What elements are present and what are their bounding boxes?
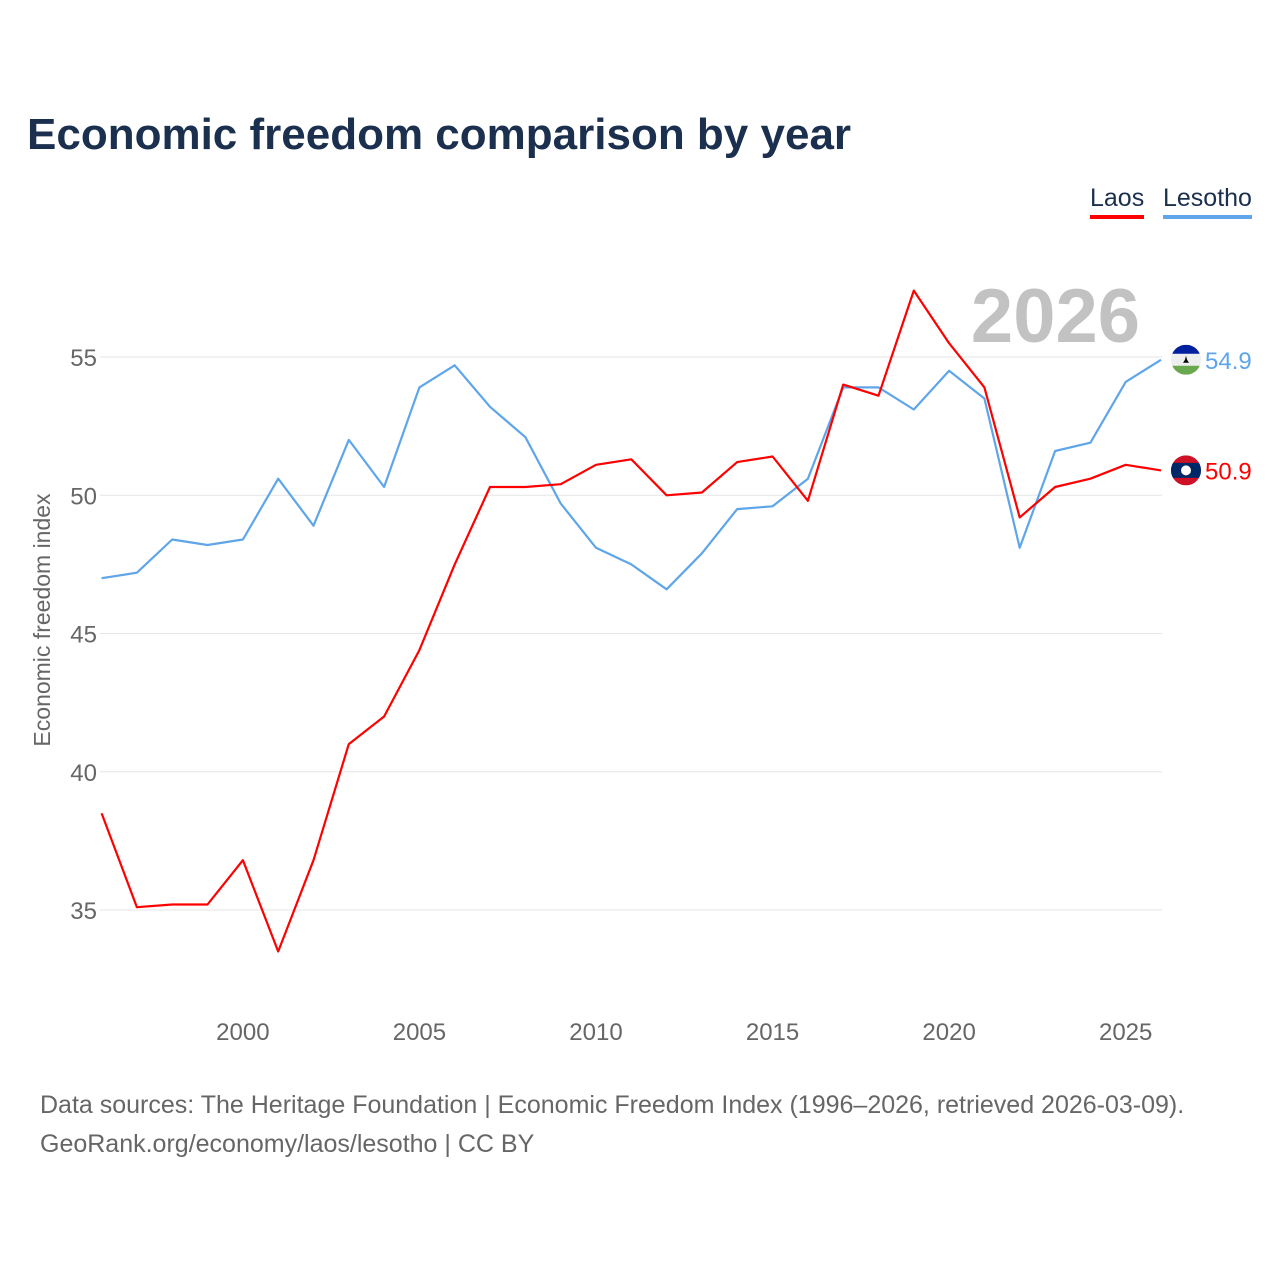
source-line-1: Data sources: The Heritage Foundation | … (40, 1091, 1185, 1119)
data-point-laos (134, 904, 140, 910)
data-point-laos (522, 484, 528, 490)
data-point-laos (1087, 476, 1093, 482)
data-point-laos (734, 459, 740, 465)
data-point-lesotho (240, 536, 246, 542)
data-point-lesotho (1087, 440, 1093, 446)
y-tick-label: 35 (70, 898, 97, 925)
data-point-lesotho (487, 404, 493, 410)
data-point-lesotho (734, 506, 740, 512)
y-tick-label: 45 (70, 622, 97, 649)
data-point-lesotho (699, 550, 705, 556)
laos-flag-icon (1171, 455, 1201, 486)
x-tick-label: 2005 (393, 1019, 446, 1046)
data-point-laos (99, 810, 105, 816)
x-tick-label: 2020 (922, 1019, 975, 1046)
y-axis-label: Economic freedom index (29, 493, 55, 747)
data-point-laos (310, 857, 316, 863)
source-note: Data sources: The Heritage Foundation | … (40, 1086, 1184, 1164)
legend-lesotho[interactable]: Lesotho (1163, 184, 1252, 219)
data-point-lesotho (1123, 379, 1129, 385)
data-point-laos (664, 492, 670, 498)
flag-body (1171, 344, 1201, 375)
year-watermark: 2026 (971, 274, 1140, 359)
flag-green (1171, 365, 1201, 375)
data-point-laos (169, 901, 175, 907)
data-point-laos (346, 741, 352, 747)
data-point-laos (275, 948, 281, 954)
data-point-lesotho (946, 368, 952, 374)
data-point-lesotho (134, 570, 140, 576)
data-point-lesotho (275, 476, 281, 482)
data-point-lesotho (770, 503, 776, 509)
data-point-lesotho (452, 362, 458, 368)
x-tick-label: 2010 (569, 1019, 622, 1046)
chart-title: Economic freedom comparison by year (27, 110, 852, 159)
data-point-laos (558, 481, 564, 487)
data-point-laos (205, 901, 211, 907)
data-point-laos (593, 462, 599, 468)
data-point-lesotho (346, 437, 352, 443)
data-point-lesotho (1017, 545, 1023, 551)
flag-blue (1171, 344, 1201, 354)
end-value-label-laos: 50.9 (1205, 458, 1252, 485)
data-point-laos (1052, 484, 1058, 490)
data-point-lesotho (169, 536, 175, 542)
legend-laos[interactable]: Laos (1090, 184, 1145, 219)
data-point-lesotho (558, 501, 564, 507)
data-point-lesotho (664, 586, 670, 592)
x-tick-label: 2015 (746, 1019, 799, 1046)
data-point-lesotho (381, 484, 387, 490)
data-point-lesotho (310, 523, 316, 529)
data-point-lesotho (205, 542, 211, 548)
data-point-laos (770, 454, 776, 460)
x-tick-label: 2000 (216, 1019, 269, 1046)
lesotho-flag-icon (1171, 344, 1201, 375)
y-tick-label: 40 (70, 760, 97, 787)
data-point-lesotho (805, 476, 811, 482)
y-tick-label: 50 (70, 483, 97, 510)
source-line-2[interactable]: GeoRank.org/economy/laos/lesotho | CC BY (40, 1130, 535, 1158)
flag-hat (1183, 355, 1189, 363)
data-point-lesotho (1158, 357, 1164, 363)
data-point-laos (946, 340, 952, 346)
data-point-laos (911, 288, 917, 294)
data-point-laos (487, 484, 493, 490)
end-value-label-lesotho: 54.9 (1205, 348, 1252, 375)
data-point-laos (240, 857, 246, 863)
data-point-laos (381, 713, 387, 719)
x-tick-label: 2025 (1099, 1019, 1152, 1046)
data-point-laos (452, 561, 458, 567)
data-point-laos (416, 647, 422, 653)
data-point-lesotho (593, 545, 599, 551)
data-point-lesotho (1052, 448, 1058, 454)
series-line-lesotho (101, 358, 1162, 591)
data-point-laos (981, 384, 987, 390)
data-point-laos (699, 489, 705, 495)
data-point-laos (840, 382, 846, 388)
y-tick-label: 55 (70, 345, 97, 372)
data-point-lesotho (522, 434, 528, 440)
data-point-laos (1158, 467, 1164, 473)
data-point-laos (875, 393, 881, 399)
data-point-lesotho (911, 407, 917, 413)
data-point-laos (628, 456, 634, 462)
data-point-laos (1123, 462, 1129, 468)
flag-body (1171, 455, 1201, 486)
data-point-lesotho (99, 575, 105, 581)
data-point-laos (1017, 514, 1023, 520)
data-point-lesotho (416, 384, 422, 390)
flag-moon (1181, 465, 1191, 476)
series-line-laos (100, 289, 1162, 953)
data-point-lesotho (628, 561, 634, 567)
data-point-laos (805, 498, 811, 504)
